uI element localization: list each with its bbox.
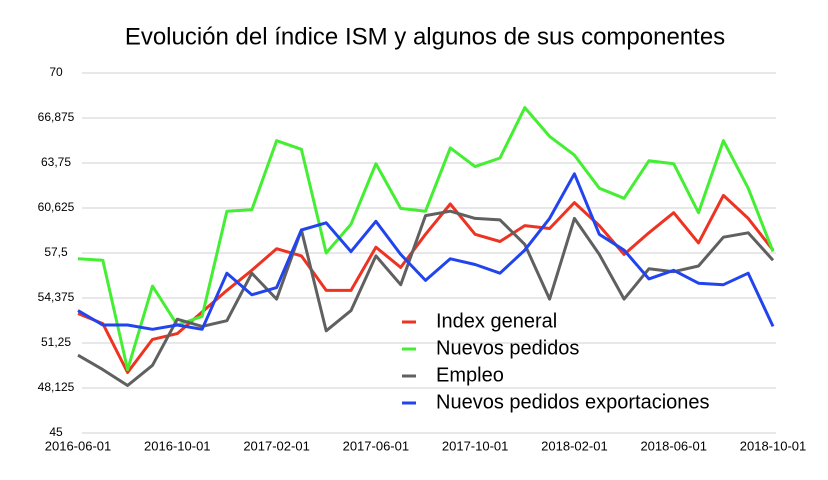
legend-label: Nuevos pedidos exportaciones (436, 391, 710, 413)
x-tick-label: 2018-02-01 (541, 438, 608, 453)
series-line (77, 106, 775, 372)
x-tick-label: 2017-06-01 (343, 438, 410, 453)
y-tick-label: 70 (49, 65, 63, 79)
x-tick-label: 2017-02-01 (243, 438, 310, 453)
series-line (77, 172, 775, 331)
y-tick-label: 57,5 (44, 245, 68, 259)
x-tick-label: 2017-10-01 (442, 438, 509, 453)
x-tick-label: 2018-06-01 (640, 438, 707, 453)
series-line (77, 209, 775, 387)
y-tick-label: 60,625 (38, 200, 75, 214)
y-tick-label: 63,75 (41, 155, 71, 169)
y-tick-label: 48,125 (38, 380, 75, 394)
y-tick-label: 45 (49, 425, 63, 439)
chart-title: Evolución del índice ISM y algunos de su… (125, 23, 725, 50)
legend-label: Empleo (436, 364, 504, 386)
series-line (77, 193, 775, 374)
y-tick-label: 54,375 (38, 290, 75, 304)
y-tick-label: 66,875 (38, 110, 75, 124)
legend-label: Nuevos pedidos (436, 337, 579, 359)
x-tick-label: 2016-10-01 (144, 438, 211, 453)
x-tick-label: 2018-10-01 (740, 438, 807, 453)
y-tick-label: 51,25 (41, 335, 71, 349)
legend-label: Index general (436, 310, 557, 332)
x-tick-label: 2016-06-01 (45, 438, 112, 453)
